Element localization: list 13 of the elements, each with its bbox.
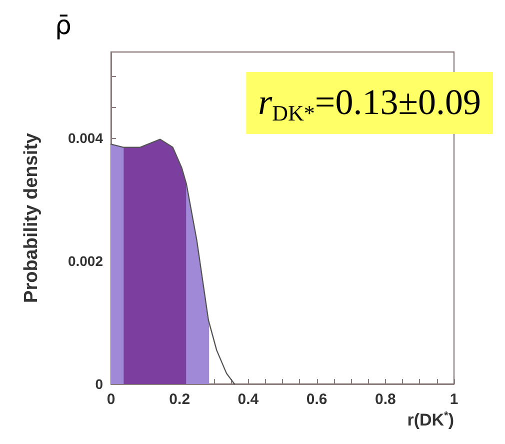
y-axis-title: Probability density <box>21 132 42 303</box>
y-tick-label: 0.002 <box>68 253 104 270</box>
x-tick-label: 0.6 <box>306 391 328 408</box>
chart-title: ρ̄ <box>55 11 72 41</box>
y-tick-label: 0 <box>95 376 104 392</box>
x-tick-label: 0.2 <box>169 391 190 408</box>
x-axis-title: r(DK$^{*}$) <box>407 410 454 431</box>
x-tick-label: 0.4 <box>238 391 260 408</box>
x-tick-label: 0.8 <box>374 391 396 408</box>
line-series <box>110 138 236 385</box>
x-tick-label: 1 <box>450 391 458 408</box>
y-tick-label: 0.004 <box>68 130 104 146</box>
x-tick-label: 0 <box>106 391 116 408</box>
